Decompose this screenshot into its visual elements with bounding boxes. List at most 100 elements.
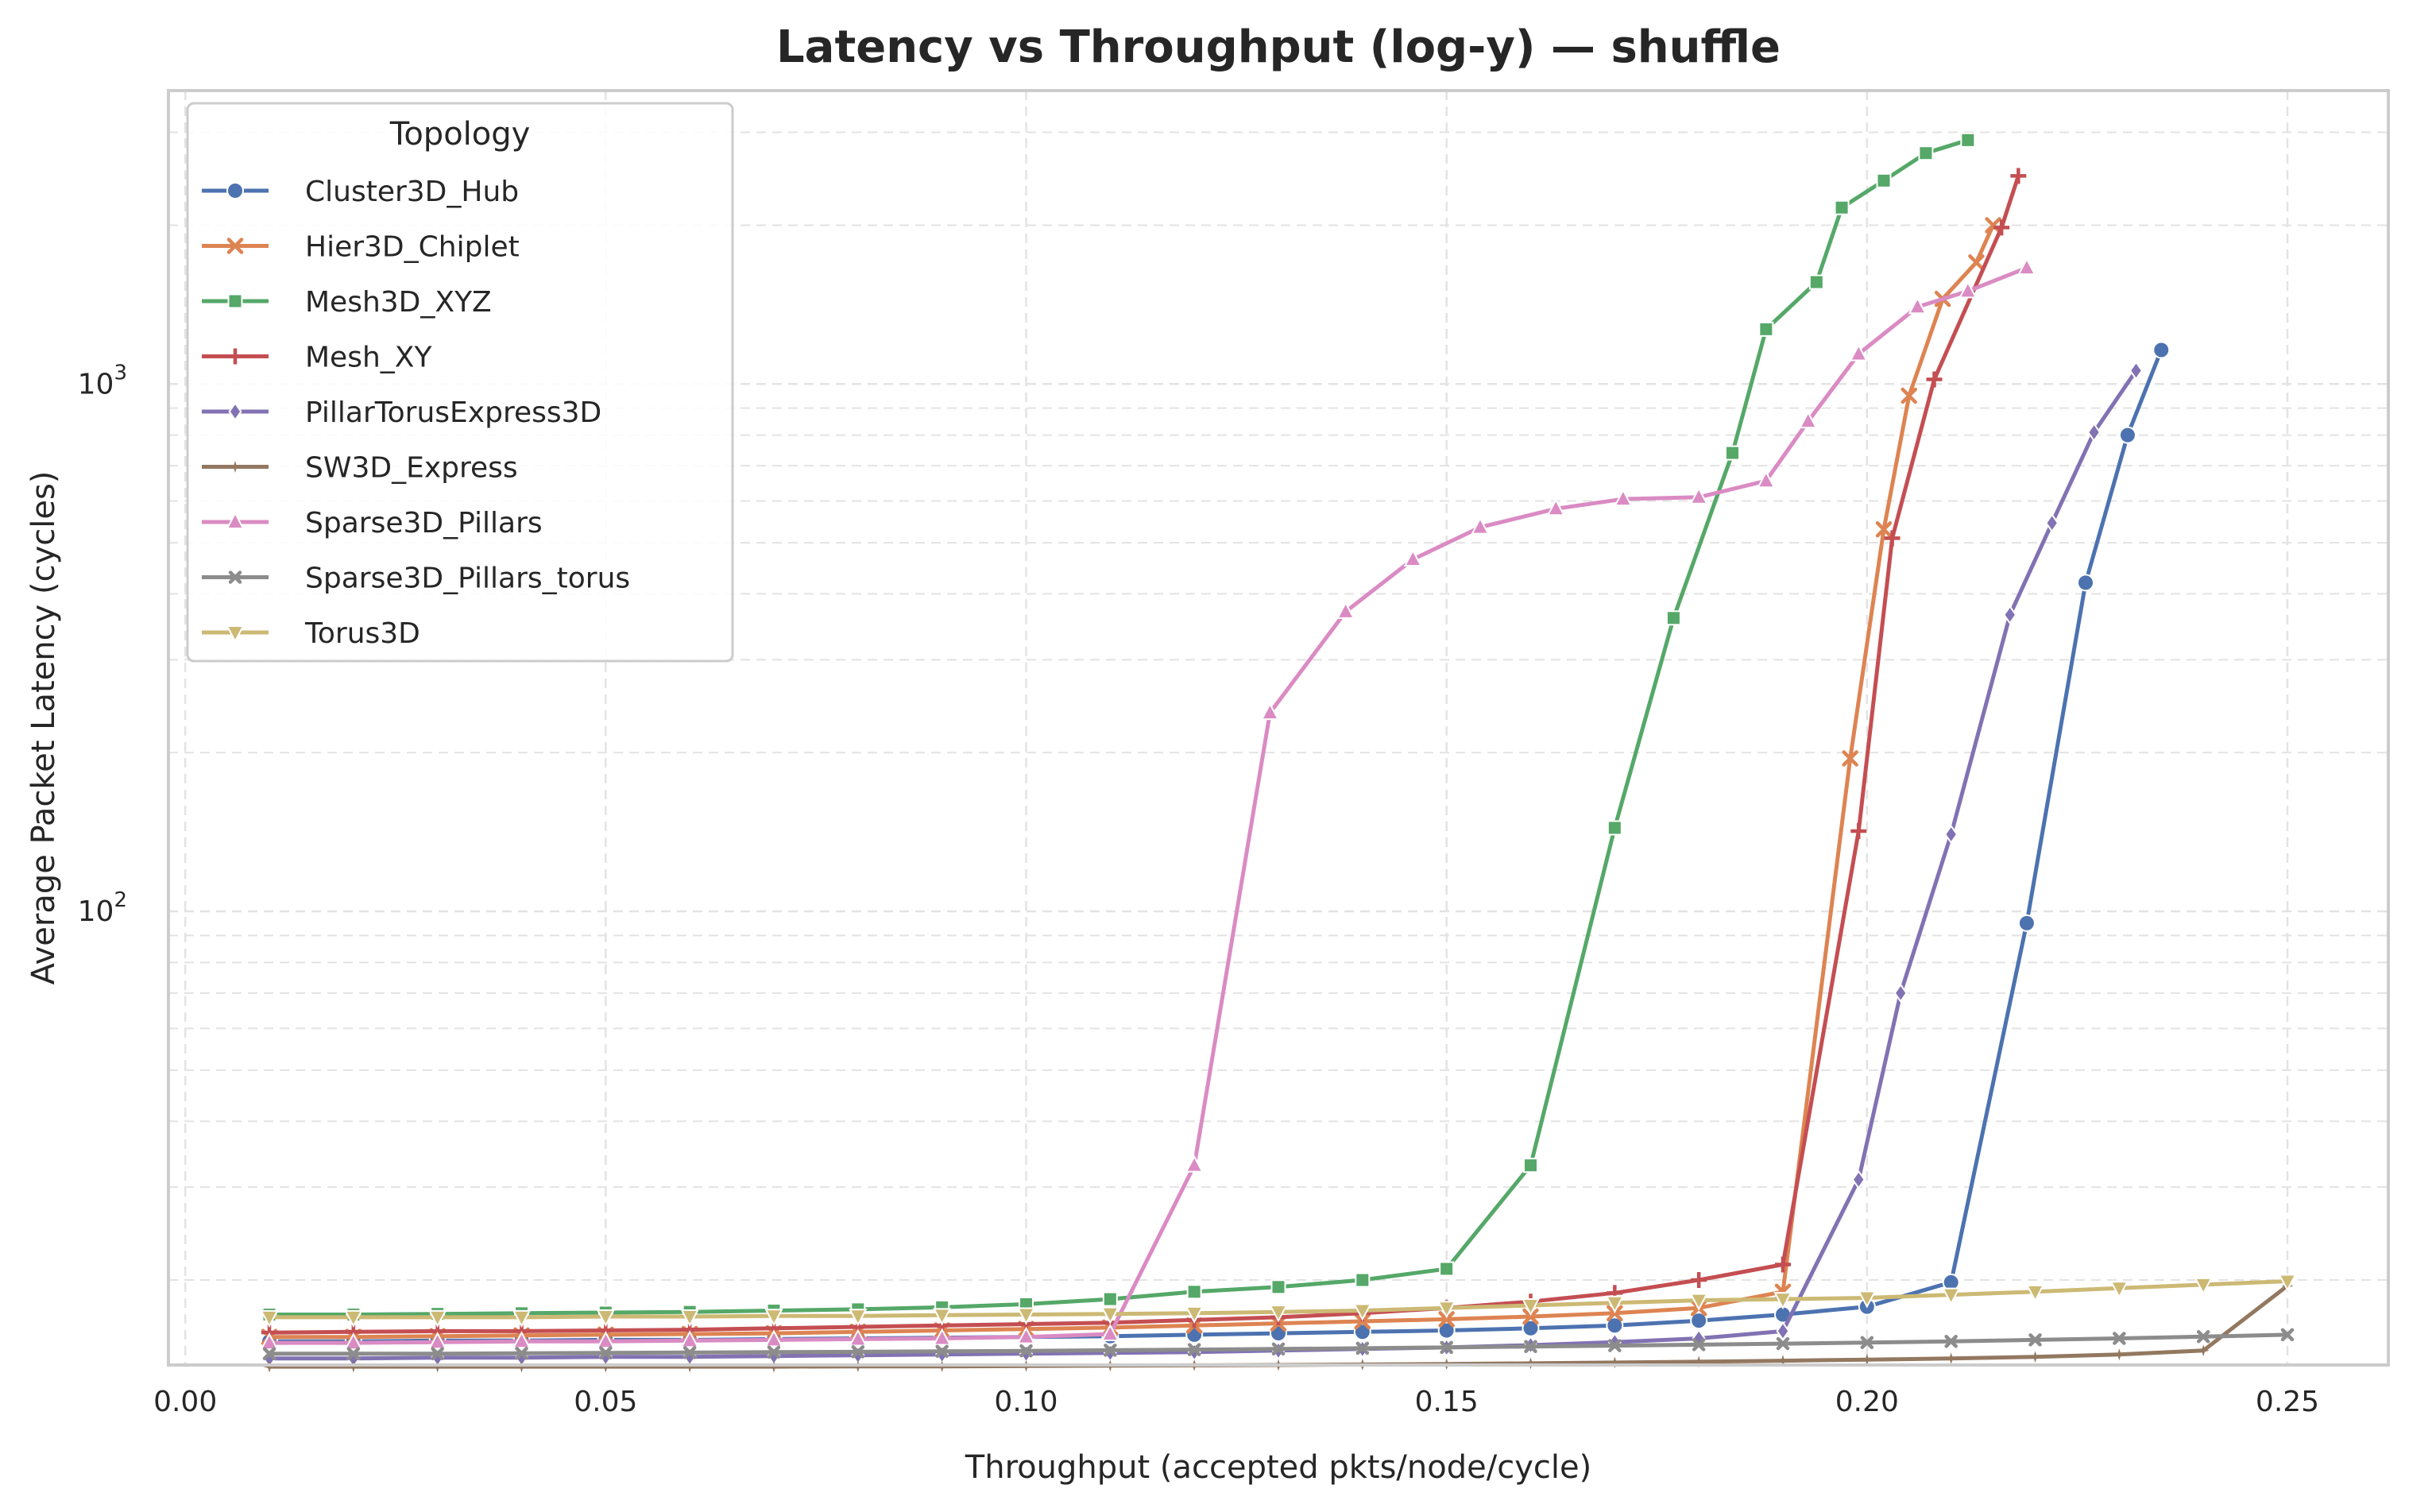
- data-point: [2194, 1277, 2213, 1296]
- data-point: [1692, 1359, 1705, 1364]
- x-tick-label: 0.20: [1835, 1386, 1899, 1418]
- legend-label: Hier3D_Chiplet: [305, 231, 520, 264]
- series-torus3d: [260, 1274, 2297, 1328]
- data-point: [428, 1332, 447, 1350]
- data-point: [512, 1331, 532, 1349]
- y-axis-title: Average Packet Latency (cycles): [25, 471, 62, 985]
- data-point: [1944, 824, 1959, 845]
- series-sparse3d-pillars-torus: [262, 1328, 2295, 1360]
- legend-label: Mesh_XY: [305, 342, 432, 374]
- data-point: [227, 348, 243, 365]
- data-point: [933, 1308, 952, 1326]
- data-point: [1876, 172, 1892, 188]
- data-point: [1104, 1344, 1117, 1357]
- marker-stroke: [262, 1347, 276, 1360]
- data-point: [1776, 1336, 1790, 1351]
- marker-stroke: [682, 1346, 697, 1359]
- data-point: [2010, 168, 2027, 184]
- data-point: [226, 182, 244, 199]
- data-point: [227, 293, 243, 309]
- data-point: [599, 1346, 613, 1359]
- marker-stroke: [2196, 1330, 2210, 1344]
- data-point: [1858, 1290, 1877, 1309]
- data-point: [1908, 296, 1927, 315]
- data-point: [1100, 1306, 1119, 1324]
- marker-stroke: [1104, 1344, 1117, 1357]
- y-tick-label: 102: [78, 888, 127, 928]
- marker-stroke: [2028, 1333, 2042, 1347]
- data-point: [1437, 1301, 1456, 1319]
- x-tick-label: 0.05: [574, 1386, 637, 1418]
- data-point: [1875, 521, 1893, 538]
- data-point: [1521, 1298, 1541, 1317]
- data-point: [1438, 1311, 1455, 1328]
- marker-stroke: [1524, 1340, 1537, 1353]
- marker-stroke: [1522, 1308, 1539, 1325]
- data-point: [228, 570, 242, 584]
- data-point: [1355, 1272, 1371, 1288]
- data-point: [2113, 1332, 2126, 1345]
- data-point: [1689, 486, 1708, 505]
- data-point: [1884, 530, 1901, 547]
- data-point: [228, 401, 242, 422]
- data-point: [346, 1347, 361, 1360]
- marker-stroke: [1901, 387, 1917, 404]
- data-point: [2045, 513, 2059, 533]
- data-point: [933, 1328, 952, 1346]
- data-point: [1353, 1303, 1372, 1321]
- x-tick-label: 0.25: [2256, 1386, 2319, 1418]
- data-point: [2029, 1355, 2041, 1359]
- plot-frame: [167, 89, 2390, 1367]
- marker-stroke: [2113, 1332, 2126, 1345]
- data-series: [260, 132, 2297, 1373]
- legend-label: PillarTorusExpress3D: [305, 396, 601, 429]
- legend-entry: SW3D_Express: [202, 452, 518, 485]
- axis-ticks: 0.00 0.05 0.10 0.15 0.20 0.25 102 103: [78, 361, 2319, 1418]
- data-point: [226, 625, 245, 644]
- legend-entry: Torus3D: [202, 617, 420, 650]
- legend-entry: Sparse3D_Pillars_torus: [202, 563, 630, 595]
- data-point: [2278, 1274, 2297, 1292]
- data-point: [849, 1328, 868, 1347]
- marker-stroke: [1608, 1339, 1622, 1352]
- data-point: [1102, 1291, 1118, 1307]
- data-point: [1851, 1170, 1866, 1189]
- data-point: [1260, 702, 1280, 721]
- x-axis-title: Throughput (accepted pkts/node/cycle): [965, 1449, 1591, 1486]
- data-point: [1834, 199, 1850, 215]
- legend-label: Sparse3D_Pillars_torus: [305, 563, 630, 595]
- marker-stroke: [515, 1347, 528, 1360]
- data-point: [2109, 1281, 2129, 1299]
- data-point: [1775, 1256, 1791, 1273]
- data-point: [1776, 1321, 1790, 1341]
- data-point: [1725, 445, 1740, 461]
- data-point: [1524, 1340, 1537, 1353]
- legend-entry: Mesh_XY: [202, 342, 432, 374]
- data-point: [849, 1309, 868, 1327]
- data-point: [764, 1329, 783, 1348]
- data-point: [431, 1347, 444, 1360]
- data-point: [2196, 1330, 2210, 1344]
- legend-label: Cluster3D_Hub: [305, 176, 519, 208]
- marker-stroke: [1271, 1342, 1286, 1356]
- data-point: [1271, 1342, 1286, 1356]
- data-point: [764, 1309, 783, 1327]
- data-point: [680, 1309, 699, 1328]
- data-point: [1665, 610, 1681, 626]
- marker-stroke: [228, 570, 242, 584]
- data-point: [515, 1347, 528, 1360]
- marker-stroke: [1438, 1311, 1455, 1328]
- data-point: [596, 1309, 615, 1328]
- data-point: [2118, 426, 2136, 444]
- data-point: [1522, 1308, 1539, 1325]
- data-point: [1985, 217, 2001, 234]
- chart-title: Latency vs Throughput (log-y) — shuffle: [776, 21, 1781, 73]
- marker-stroke: [1776, 1336, 1790, 1351]
- data-point: [1773, 1292, 1792, 1310]
- marker-stroke: [935, 1344, 949, 1359]
- data-point: [1689, 1293, 1708, 1311]
- data-point: [260, 1309, 279, 1328]
- data-point: [1945, 1356, 1958, 1361]
- data-point: [344, 1332, 363, 1351]
